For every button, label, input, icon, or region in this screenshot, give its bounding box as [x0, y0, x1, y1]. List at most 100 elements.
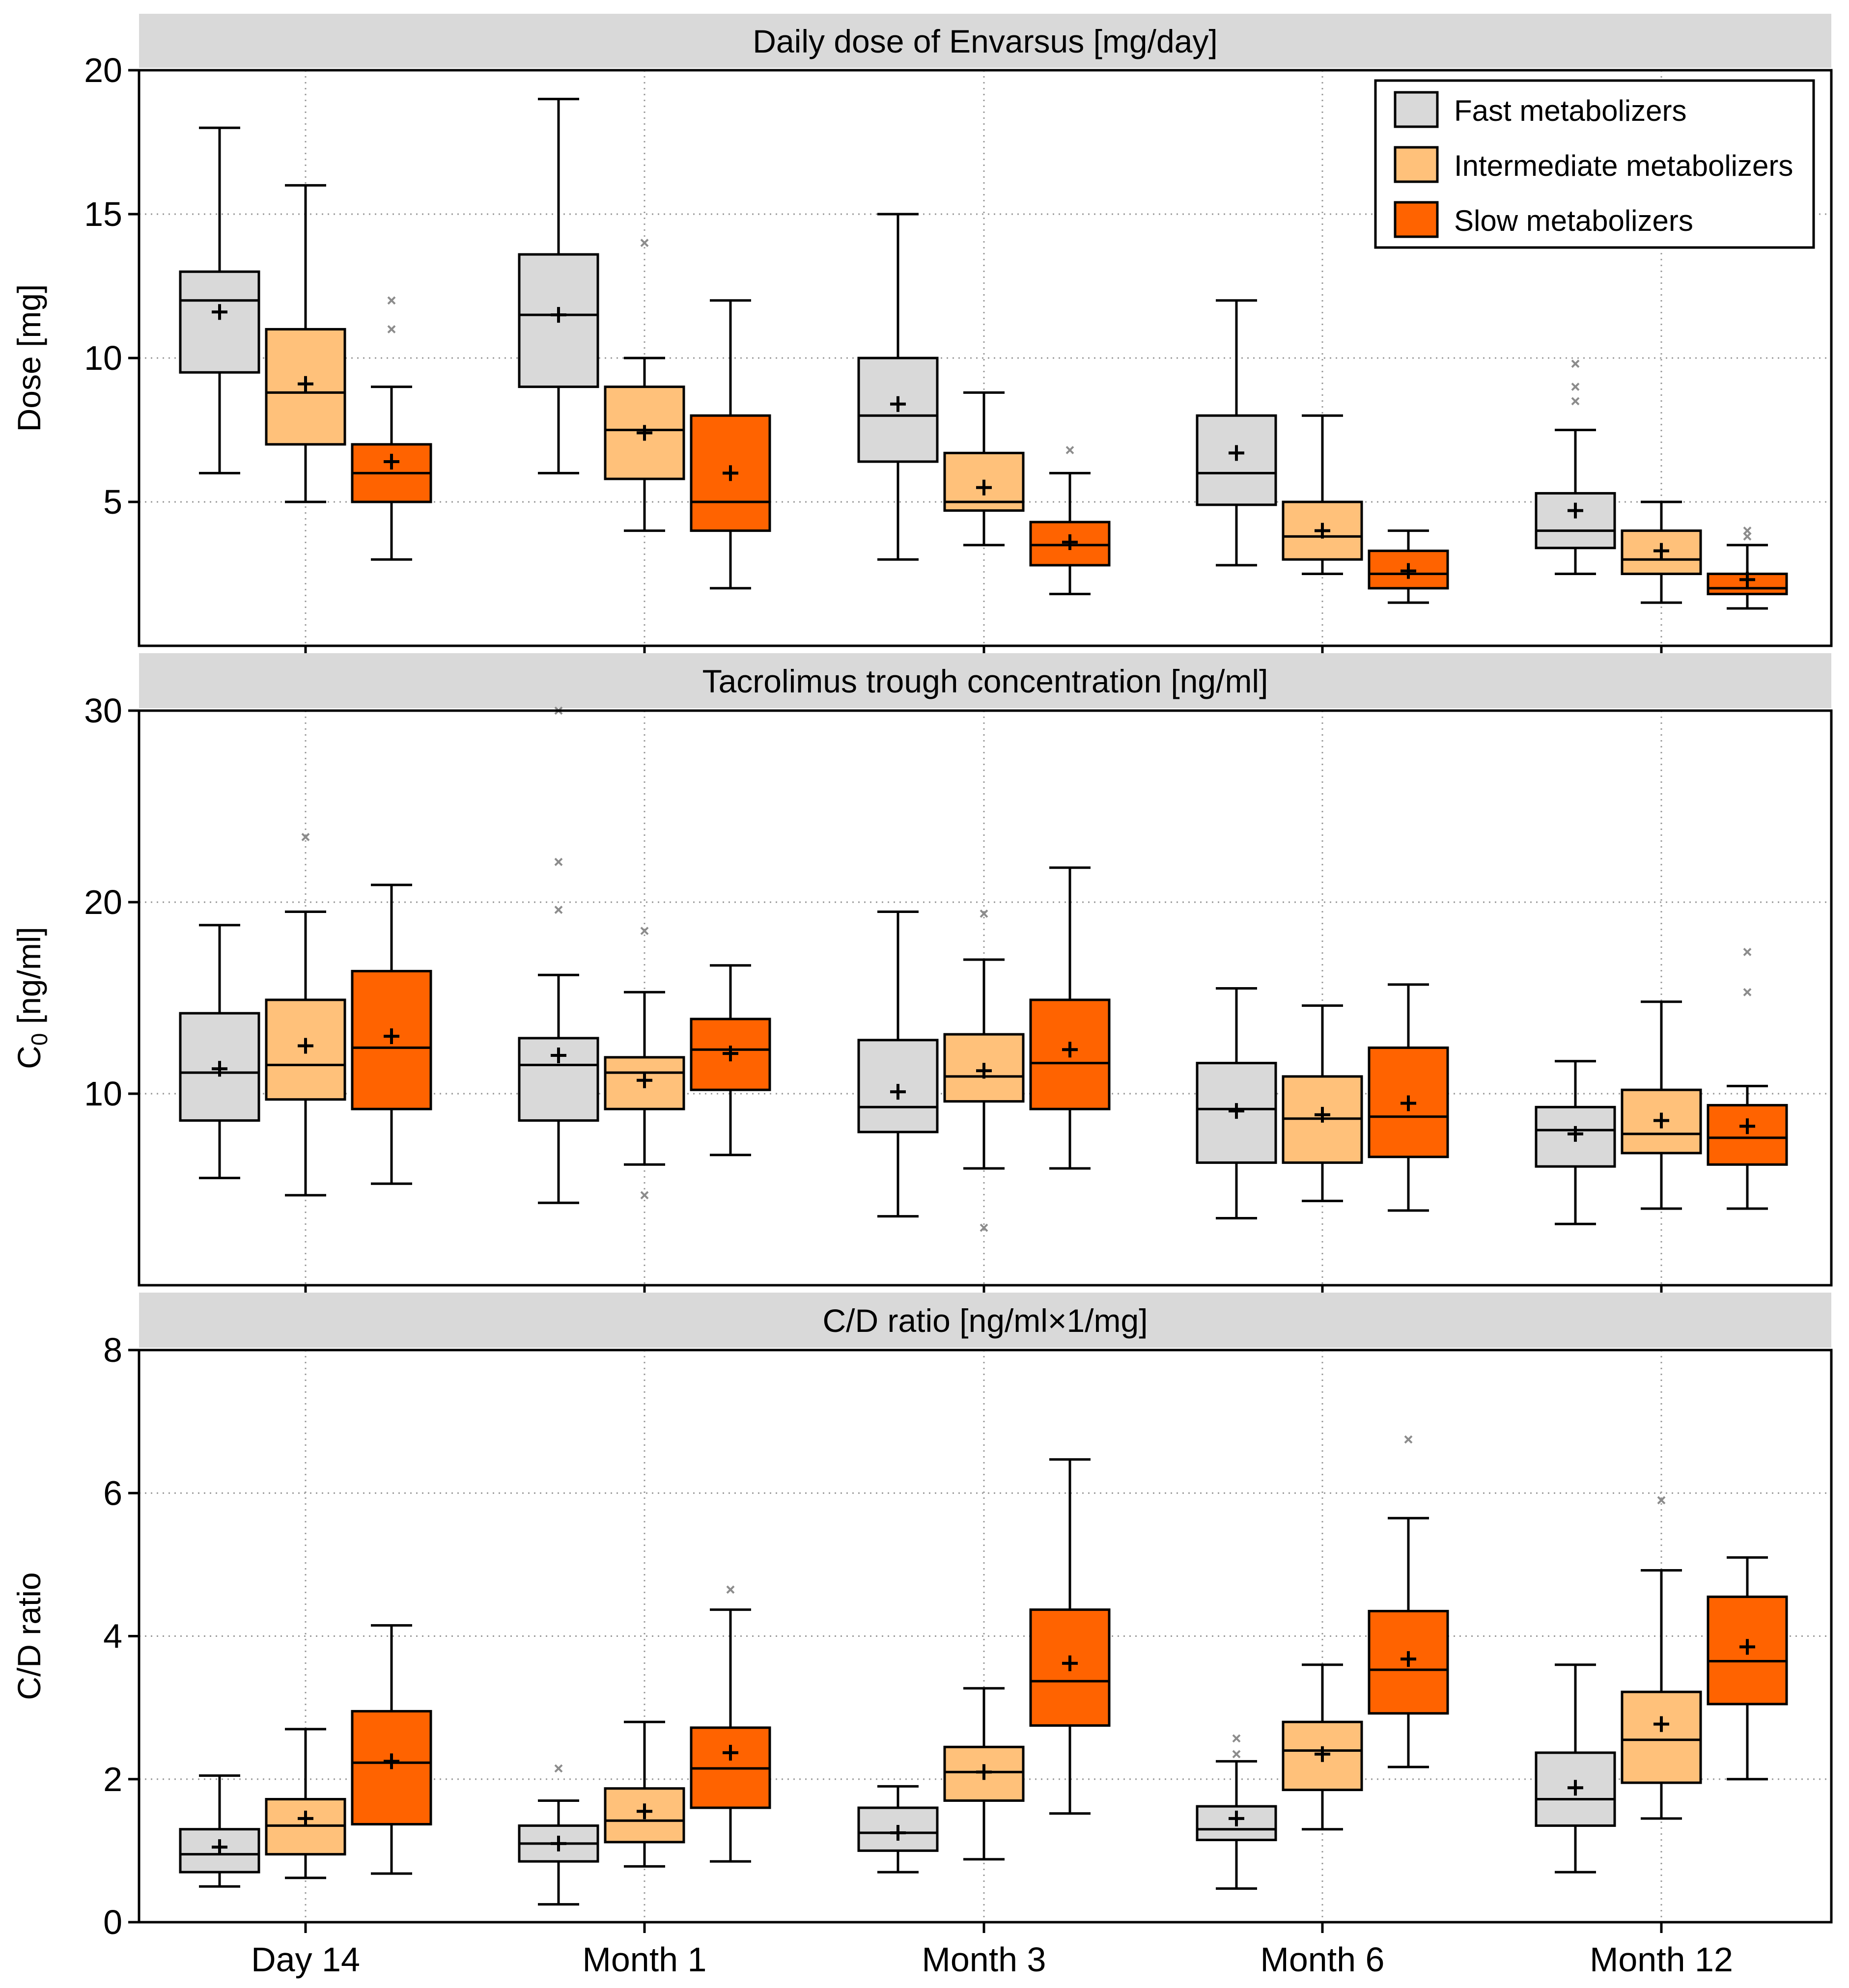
box-month-12: [1707, 1556, 1788, 1781]
box-month-1: [604, 927, 685, 1200]
panel-title-strip: [139, 14, 1831, 68]
mean-marker: [551, 1048, 566, 1063]
series-intermediate-metabolizers: [265, 184, 1702, 604]
y-tick-label: 30: [84, 691, 122, 730]
outlier-point: [1657, 1496, 1666, 1505]
box-month-1: [690, 299, 771, 590]
y-tick-label: 20: [84, 51, 122, 89]
series-intermediate-metabolizers: [265, 1496, 1702, 1879]
box-iqr: [1621, 1690, 1702, 1784]
box-iqr: [179, 270, 260, 374]
outlier-point: [554, 1764, 563, 1773]
mean-marker: [723, 465, 738, 481]
legend-label: Fast metabolizers: [1454, 94, 1687, 127]
panel-title: C/D ratio [ng/ml×1/mg]: [822, 1302, 1148, 1339]
mean-marker: [1653, 1716, 1669, 1732]
box-iqr: [1368, 1610, 1449, 1715]
mean-marker: [1315, 1106, 1330, 1123]
box-month-6: [1282, 1663, 1363, 1831]
legend-swatch: [1394, 91, 1439, 128]
mean-marker: [1739, 1118, 1755, 1134]
series-intermediate-metabolizers: [265, 832, 1702, 1232]
mean-marker: [212, 1061, 227, 1077]
series-slow-metabolizers: [351, 866, 1788, 1212]
mean-marker: [976, 479, 992, 496]
mean-marker: [1568, 1780, 1583, 1796]
mean-marker: [1653, 543, 1669, 559]
box-month-6: [1368, 529, 1449, 604]
box-month-6: [1282, 414, 1363, 575]
box-iqr: [1535, 492, 1616, 550]
series-slow-metabolizers: [351, 1435, 1788, 1875]
mean-marker: [890, 1824, 906, 1841]
box-iqr: [943, 1745, 1025, 1802]
box-month-6: [1368, 1435, 1449, 1768]
y-tick-label: 6: [103, 1474, 122, 1512]
box-month-3: [1029, 446, 1111, 596]
mean-marker: [1062, 1655, 1078, 1671]
outlier-point: [980, 1223, 988, 1232]
mean-marker: [1568, 502, 1583, 519]
outlier-point: [980, 909, 988, 918]
box-month-6: [1196, 1734, 1277, 1890]
mean-marker: [637, 425, 652, 441]
panel-title-strip: [139, 653, 1831, 708]
panel-1: Daily dose of Envarsus [mg/day] 5 10 15 20 Do…: [11, 14, 1833, 657]
box-iqr: [604, 1787, 685, 1844]
outlier-point: [640, 927, 649, 935]
panel-3: C/D ratio [ng/ml×1/mg] 0 2 4 6 8 Day 14 Month 1…: [11, 1293, 1833, 1979]
mean-marker: [298, 1810, 313, 1826]
box-day-14: [265, 1728, 346, 1879]
panel-2: Tacrolimus trough concentration [ng/ml] 1…: [11, 653, 1833, 1296]
box-day-14: [179, 126, 260, 474]
y-axis-label: C/D ratio: [11, 1572, 47, 1700]
outlier-point: [301, 832, 310, 841]
mean-marker: [212, 304, 227, 320]
box-day-14: [265, 184, 346, 503]
mean-marker: [723, 1046, 738, 1062]
y-tick-label: 2: [103, 1760, 122, 1798]
box-iqr: [351, 969, 432, 1110]
outlier-point: [554, 906, 563, 914]
box-month-3: [943, 1687, 1025, 1861]
outlier-point: [640, 1191, 649, 1200]
mean-marker: [1568, 1126, 1583, 1142]
box-month-12: [1621, 1000, 1702, 1210]
mean-marker: [384, 1028, 399, 1044]
x-tick-label: Month 3: [922, 1940, 1046, 1979]
y-tick-label: 0: [103, 1903, 122, 1941]
legend-swatch: [1394, 201, 1439, 238]
box-day-14: [351, 884, 432, 1185]
box-iqr: [604, 1056, 685, 1110]
mean-marker: [890, 396, 906, 412]
box-month-3: [1029, 866, 1111, 1170]
mean-marker: [1315, 523, 1330, 539]
box-month-12: [1535, 359, 1616, 575]
outlier-point: [1571, 359, 1580, 368]
outlier-point: [387, 325, 396, 333]
outlier-point: [1743, 947, 1752, 956]
outlier-point: [1065, 446, 1074, 454]
outlier-point: [1404, 1435, 1413, 1444]
box-month-1: [518, 98, 599, 474]
mean-marker: [384, 453, 399, 469]
mean-marker: [1229, 1103, 1244, 1119]
mean-marker: [551, 307, 566, 323]
box-month-12: [1535, 1663, 1616, 1874]
box-month-3: [1029, 1458, 1111, 1815]
legend: Fast metabolizers Intermediate metabolize…: [1374, 79, 1815, 249]
outlier-point: [1571, 383, 1580, 391]
series-fast-metabolizers: [179, 98, 1616, 575]
box-day-14: [265, 832, 346, 1197]
x-tick-label: Month 1: [583, 1940, 707, 1979]
mean-marker: [637, 1072, 652, 1088]
box-month-3: [857, 911, 939, 1218]
legend-box: [1374, 79, 1815, 249]
mean-marker: [976, 1764, 992, 1780]
box-day-14: [351, 1624, 432, 1875]
box-month-12: [1621, 500, 1702, 604]
mean-marker: [384, 1753, 399, 1769]
box-month-12: [1621, 1496, 1702, 1820]
y-tick-label: 15: [84, 195, 122, 233]
